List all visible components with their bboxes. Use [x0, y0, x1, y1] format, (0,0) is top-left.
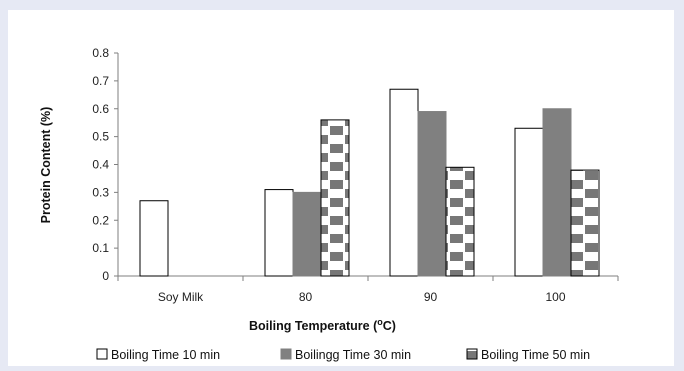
legend-swatch [96, 348, 108, 360]
legend-label: Boiling Time 10 min [111, 348, 220, 362]
y-tick-label: 0.1 [92, 241, 109, 255]
bar-1 [139, 200, 169, 277]
x-tick-label: Soy Milk [158, 290, 204, 304]
y-tick-label: 0.2 [92, 213, 109, 227]
y-tick-label: 0.5 [92, 130, 109, 144]
bar-3 [445, 166, 475, 277]
x-tick-label: 80 [299, 290, 313, 304]
y-axis-title: Protein Content (%) [39, 107, 53, 224]
bars [139, 88, 600, 277]
y-ticks: 0 0.1 0.2 0.3 0.4 0.5 0.6 0.7 0.8 [92, 46, 118, 283]
x-tick-label: 100 [545, 290, 565, 304]
y-tick-label: 0.4 [92, 158, 109, 172]
bar-3 [570, 169, 600, 277]
x-ticks: Soy Milk 80 90 100 [117, 276, 619, 304]
bar-2 [542, 108, 572, 277]
y-tick-label: 0.3 [92, 185, 109, 199]
y-tick-label: 0.8 [92, 46, 109, 60]
x-axis-title: Boiling Temperature (oC) [249, 317, 396, 333]
x-tick-label: 90 [424, 290, 438, 304]
bar-1 [514, 127, 544, 277]
bar-1 [389, 88, 419, 277]
y-tick-label: 0.6 [92, 102, 109, 116]
y-tick-label: 0 [102, 269, 109, 283]
bar-3 [320, 119, 350, 277]
legend-label: Boilingg Time 30 min [295, 348, 411, 362]
bar-2 [292, 191, 322, 277]
legend-swatch [280, 348, 292, 360]
bar-1 [264, 189, 294, 277]
bar-2 [417, 111, 447, 277]
legend-swatch [466, 348, 478, 360]
y-tick-label: 0.7 [92, 74, 109, 88]
legend: Boiling Time 10 min Boilingg Time 30 min B… [96, 348, 590, 362]
legend-label: Boiling Time 50 min [481, 348, 590, 362]
